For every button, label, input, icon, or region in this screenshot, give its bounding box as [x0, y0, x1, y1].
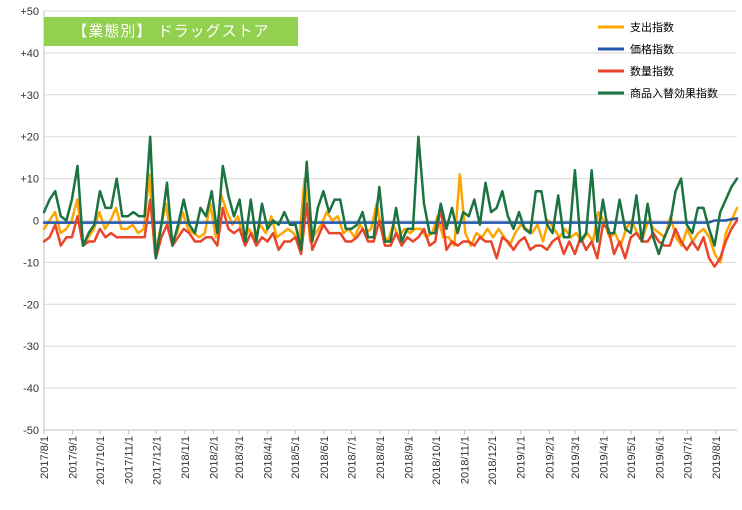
x-axis-tick-labels: 2017/8/1 2017/9/1 2017/10/1 2017/11/1 2017/1… [39, 430, 723, 485]
x-tick-label: 2018/2/1 [208, 436, 220, 479]
x-tick-label: 2019/3/1 [570, 436, 582, 479]
x-tick-label: 2018/6/1 [319, 436, 331, 479]
series-line [42, 135, 739, 260]
x-tick-label: 2017/9/1 [68, 436, 80, 479]
series-line [42, 198, 739, 268]
y-tick-label: +10 [20, 174, 39, 186]
x-tick-label: 2018/3/1 [234, 436, 246, 479]
y-tick-label: -20 [23, 299, 39, 311]
legend-label: 価格指数 [630, 42, 674, 56]
legend-label: 数量指数 [630, 64, 674, 78]
y-tick-label: -10 [23, 257, 39, 269]
x-tick-label: 2019/7/1 [682, 436, 694, 479]
x-tick-label: 2019/1/1 [516, 436, 528, 479]
series-lines [42, 135, 739, 268]
x-tick-label: 2018/1/1 [180, 436, 192, 479]
x-tick-label: 2018/8/1 [375, 436, 387, 479]
x-tick-label: 2019/8/1 [711, 436, 723, 479]
x-tick-label: 2017/12/1 [151, 436, 163, 485]
chart-title-box: 【業態別】 ドラッグストア [44, 17, 298, 46]
x-tick-label: 2018/11/1 [460, 436, 472, 484]
y-tick-label: -30 [23, 341, 39, 353]
x-tick-label: 2017/10/1 [95, 436, 107, 485]
x-tick-label: 2018/10/1 [431, 436, 443, 485]
legend-label: 商品入替効果指数 [630, 86, 718, 100]
x-tick-label: 2018/5/1 [290, 436, 302, 479]
x-tick-label: 2018/4/1 [263, 436, 275, 479]
gridlines [43, 10, 737, 431]
y-tick-label: 0 [33, 216, 39, 228]
x-tick-label: 2018/9/1 [403, 436, 415, 479]
x-tick-label: 2018/7/1 [346, 436, 358, 479]
y-axis-tick-labels: +50 +40 +30 +20 +10 0 -10 -20 -30 -40 -50 [20, 6, 39, 437]
x-tick-label: 2019/2/1 [544, 436, 556, 479]
x-tick-label: 2019/5/1 [626, 436, 638, 479]
x-tick-label: 2019/4/1 [599, 436, 611, 479]
x-tick-label: 2017/8/1 [39, 436, 51, 479]
y-tick-label: +40 [20, 48, 39, 60]
y-tick-label: -50 [23, 425, 39, 437]
x-tick-label: 2017/11/1 [124, 436, 136, 484]
y-tick-label: +20 [20, 132, 39, 144]
chart-title: 【業態別】 ドラッグストア [72, 23, 270, 40]
y-tick-label: -40 [23, 383, 39, 395]
y-tick-label: +30 [20, 90, 39, 102]
legend-label: 支出指数 [630, 20, 674, 34]
x-tick-label: 2018/12/1 [487, 436, 499, 485]
series-line [42, 217, 739, 224]
x-tick-label: 2019/6/1 [655, 436, 667, 479]
y-tick-label: +50 [20, 6, 39, 18]
